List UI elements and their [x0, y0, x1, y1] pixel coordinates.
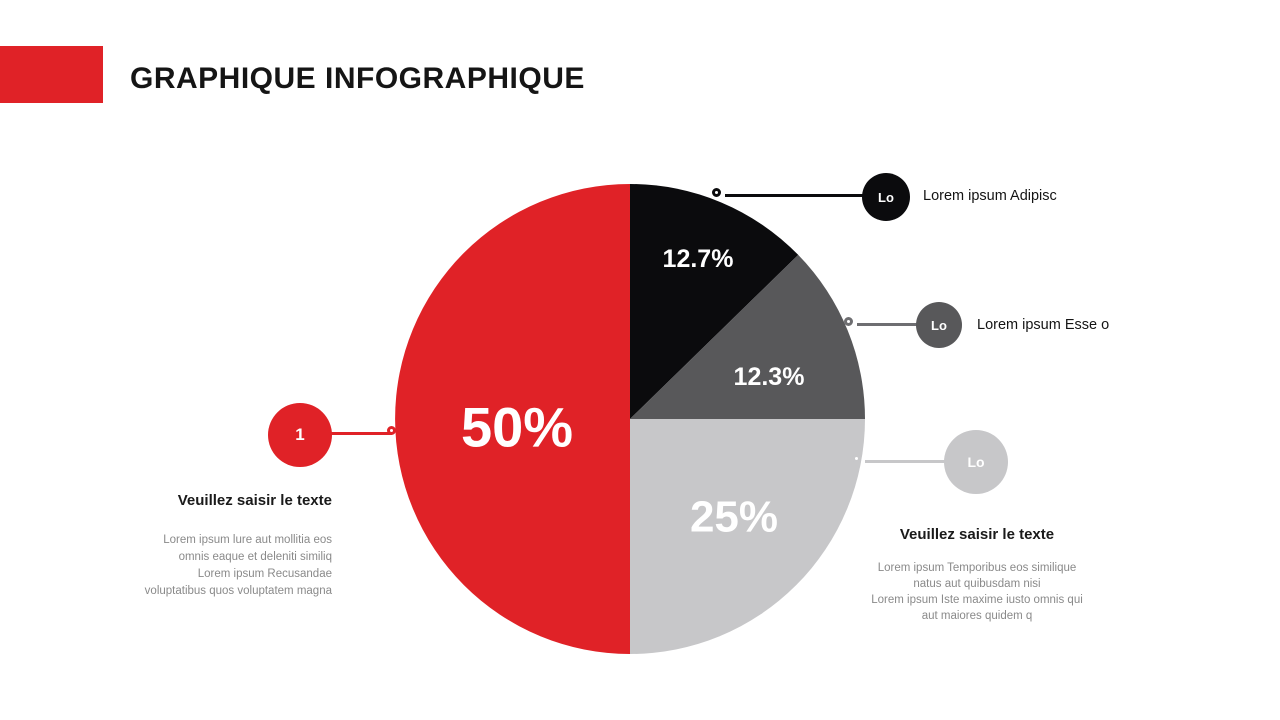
callout-left-body-line: voluptatibus quos voluptatem magna	[144, 585, 332, 597]
connector-endpoint-mid-right	[844, 317, 853, 326]
pie-slice-0	[630, 184, 799, 419]
connector-line-bottom-right	[865, 460, 947, 463]
callout-badge-1-label: 1	[295, 425, 305, 444]
callout-bottom-right-body: Lorem ipsum Temporibus eos similique nat…	[857, 560, 1097, 624]
pie-slice-label-2: 25%	[690, 493, 778, 542]
callout-badge-bottom-right: Lo	[944, 430, 1008, 494]
page-title: GRAPHIQUE INFOGRAPHIQUE	[130, 62, 585, 95]
callout-left-body-line: omnis eaque et deleniti similiq	[178, 551, 332, 563]
connector-endpoint-top-right	[712, 188, 721, 197]
callout-left-body-line: Lorem ipsum lure aut mollitia eos	[163, 534, 332, 546]
callout-bottom-right-body-line: Lorem ipsum Temporibus eos similique	[877, 562, 1077, 574]
callout-mid-right-label: Lorem ipsum Esse o	[977, 317, 1110, 333]
pie-slice-2	[630, 419, 865, 654]
callout-bottom-right-body-line: natus aut quibusdam nisi	[913, 578, 1041, 590]
pie-slice-3	[395, 184, 630, 654]
connector-line-top-right	[725, 194, 865, 197]
callout-bottom-right-body-line: Lorem ipsum Iste maxime iusto omnis qui	[871, 594, 1083, 606]
pie-slice-label-1: 12.3%	[734, 363, 805, 391]
pie-chart: 12.7% 12.3% 25% 50%	[395, 184, 865, 654]
callout-badge-bottom-right-label: Lo	[967, 454, 985, 470]
connector-endpoint-bottom-right	[852, 454, 861, 463]
connector-endpoint-left	[387, 426, 396, 435]
pie-slice-label-0: 12.7%	[663, 245, 734, 273]
connector-line-left	[330, 432, 392, 435]
callout-badge-mid-right-label: Lo	[931, 317, 947, 333]
callout-bottom-right-heading: Veuillez saisir le texte	[899, 526, 1055, 543]
callout-bottom-right-body-line: aut maiores quidem q	[921, 610, 1033, 622]
connector-line-mid-right	[857, 323, 919, 326]
callout-left-body: Lorem ipsum lure aut mollitia eos omnis …	[108, 532, 332, 600]
callout-left-body-line: Lorem ipsum Recusandae	[197, 568, 332, 580]
callout-badge-top-right: Lo	[862, 173, 910, 221]
callout-left-heading: Veuillez saisir le texte	[177, 492, 332, 509]
callout-badge-mid-right: Lo	[916, 302, 962, 348]
callout-badge-1: 1	[268, 403, 332, 467]
callout-top-right-label: Lorem ipsum Adipisc	[923, 188, 1057, 204]
pie-slice-label-3: 50%	[461, 396, 573, 459]
accent-bar	[0, 46, 103, 103]
callout-badge-top-right-label: Lo	[878, 189, 894, 205]
pie-slice-1	[630, 254, 865, 419]
